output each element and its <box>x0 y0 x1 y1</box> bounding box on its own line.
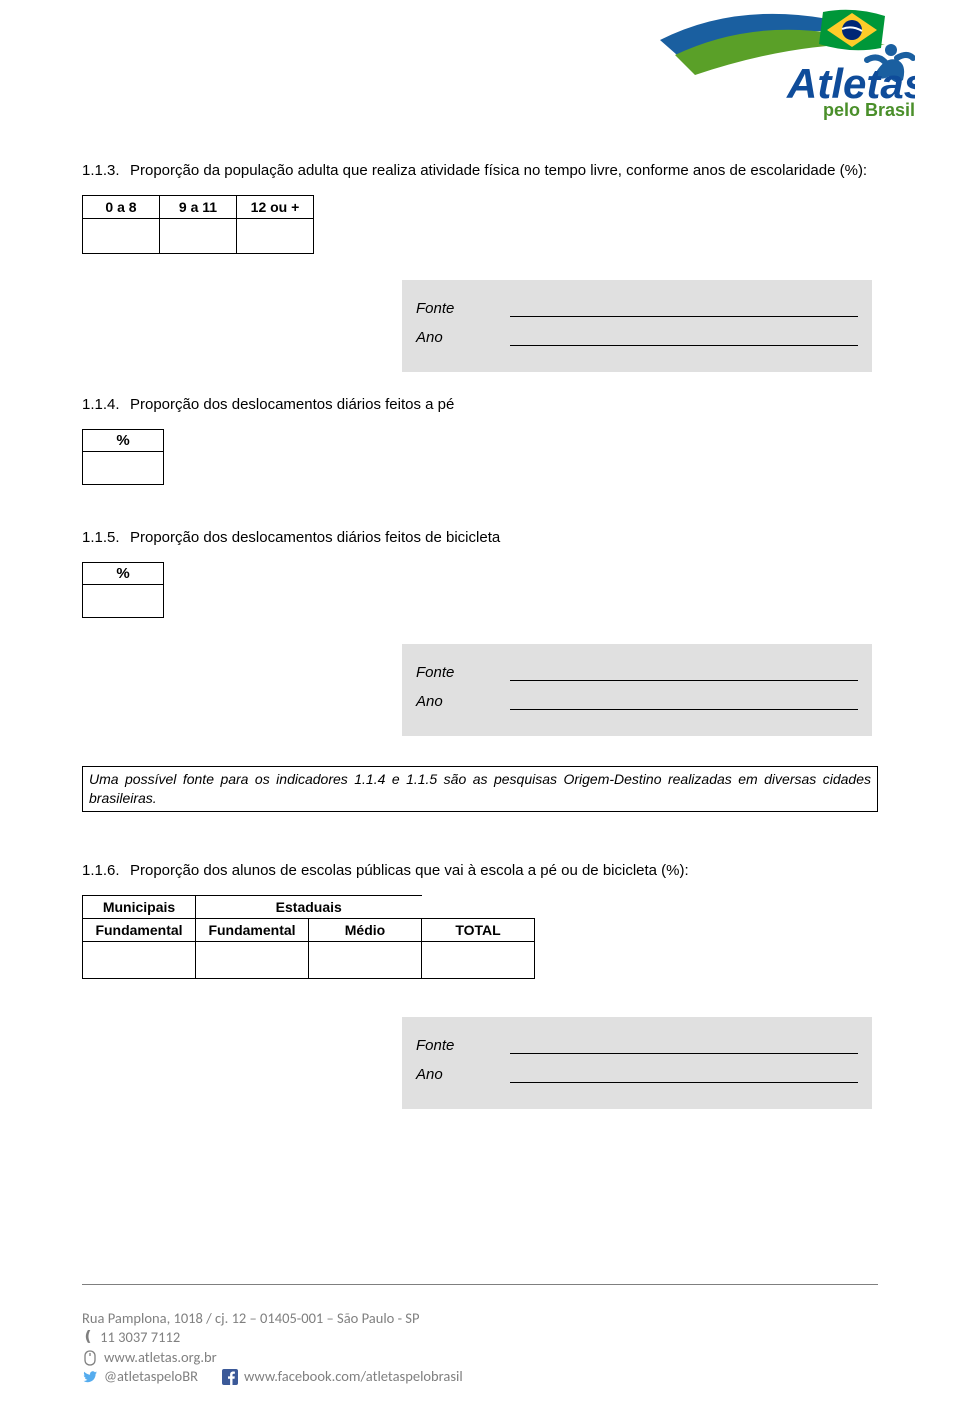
fonte-label: Fonte <box>416 300 482 317</box>
fonte-ano-box: Fonte Ano <box>402 1017 872 1109</box>
col-estaduais: Estaduais <box>196 895 422 918</box>
heading-text: Proporção dos alunos de escolas públicas… <box>130 860 689 881</box>
fonte-line[interactable] <box>510 664 858 681</box>
heading-text: Proporção dos deslocamentos diários feit… <box>130 394 454 415</box>
col-total: TOTAL <box>422 918 535 941</box>
ano-label: Ano <box>416 329 482 346</box>
heading-1-1-4: 1.1.4. Proporção dos deslocamentos diári… <box>82 394 878 415</box>
value-cell[interactable] <box>160 219 237 254</box>
phone-bracket-icon: ❪ <box>82 1328 94 1348</box>
fonte-line[interactable] <box>510 1037 858 1054</box>
heading-number: 1.1.3. <box>82 160 130 181</box>
col-municipais: Municipais <box>83 895 196 918</box>
pct-table-114: % <box>82 429 164 485</box>
col-9a11: 9 a 11 <box>160 196 237 219</box>
value-cell[interactable] <box>83 452 164 485</box>
fonte-line[interactable] <box>510 300 858 317</box>
value-cell[interactable] <box>196 941 309 978</box>
mouse-icon <box>82 1350 98 1366</box>
fonte-label: Fonte <box>416 1037 482 1054</box>
col-fundamental-e: Fundamental <box>196 918 309 941</box>
heading-number: 1.1.4. <box>82 394 130 415</box>
heading-text: Proporção dos deslocamentos diários feit… <box>130 527 500 548</box>
col-fundamental-m: Fundamental <box>83 918 196 941</box>
col-medio: Médio <box>309 918 422 941</box>
value-cell[interactable] <box>422 941 535 978</box>
heading-number: 1.1.5. <box>82 527 130 548</box>
fonte-ano-box: Fonte Ano <box>402 280 872 372</box>
col-12mais: 12 ou + <box>237 196 314 219</box>
escola-table: Municipais Estaduais Fundamental Fundame… <box>82 895 535 979</box>
footer-twitter: @atletaspeloBR <box>104 1367 198 1387</box>
fonte-ano-box: Fonte Ano <box>402 644 872 736</box>
fonte-label: Fonte <box>416 664 482 681</box>
heading-text: Proporção da população adulta que realiz… <box>130 160 878 181</box>
pct-header: % <box>83 563 164 585</box>
footer-phone: 11 3037 7112 <box>100 1328 180 1348</box>
footer-address: Rua Pamplona, 1018 / cj. 12 – 01405-001 … <box>82 1309 463 1329</box>
flag-icon <box>819 10 885 51</box>
heading-1-1-5: 1.1.5. Proporção dos deslocamentos diári… <box>82 527 878 548</box>
value-cell[interactable] <box>309 941 422 978</box>
heading-1-1-3: 1.1.3. Proporção da população adulta que… <box>82 160 878 181</box>
escolaridade-table: 0 a 8 9 a 11 12 ou + <box>82 195 314 254</box>
ano-line[interactable] <box>510 329 858 346</box>
footer-rule <box>82 1284 878 1285</box>
ano-label: Ano <box>416 1066 482 1083</box>
heading-1-1-6: 1.1.6. Proporção dos alunos de escolas p… <box>82 860 878 881</box>
heading-number: 1.1.6. <box>82 860 130 881</box>
value-cell[interactable] <box>83 941 196 978</box>
brand-logo: Atletas pelo Brasil <box>655 0 915 130</box>
pct-header: % <box>83 430 164 452</box>
value-cell[interactable] <box>83 219 160 254</box>
footer: Rua Pamplona, 1018 / cj. 12 – 01405-001 … <box>82 1309 463 1387</box>
ano-line[interactable] <box>510 693 858 710</box>
note-box: Uma possível fonte para os indicadores 1… <box>82 766 878 812</box>
pct-table-115: % <box>82 562 164 618</box>
logo-sub: pelo Brasil <box>823 100 915 120</box>
footer-facebook: www.facebook.com/atletaspelobrasil <box>244 1367 463 1387</box>
footer-web: www.atletas.org.br <box>104 1348 217 1368</box>
ano-label: Ano <box>416 693 482 710</box>
value-cell[interactable] <box>237 219 314 254</box>
facebook-icon <box>222 1369 238 1385</box>
ano-line[interactable] <box>510 1066 858 1083</box>
value-cell[interactable] <box>83 585 164 618</box>
twitter-icon <box>82 1369 98 1385</box>
col-0a8: 0 a 8 <box>83 196 160 219</box>
